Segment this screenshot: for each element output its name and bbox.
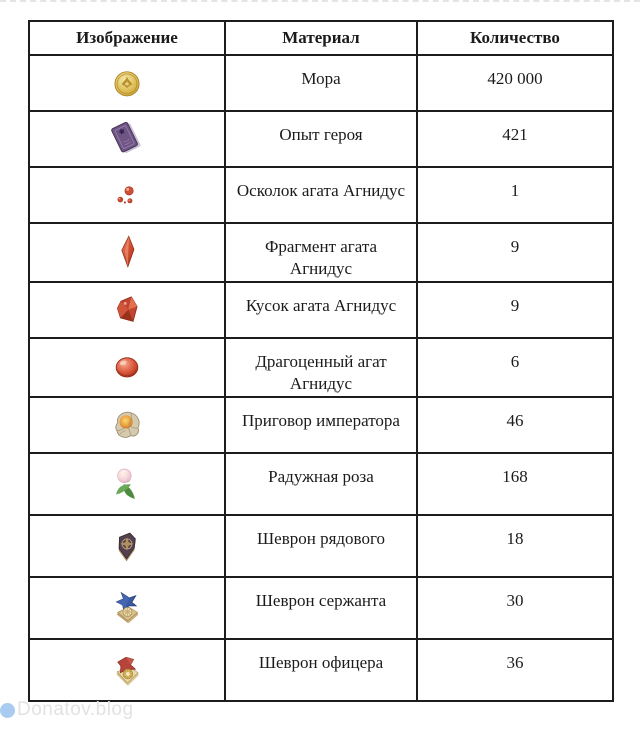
table-row-rainbow-rose: Радужная роза 168	[28, 451, 614, 516]
material-name: Шеврон сержанта	[224, 575, 418, 640]
material-name: Шеврон рядового	[224, 513, 418, 578]
sergeant-chevron-icon	[30, 587, 224, 629]
agate-sliver-icon	[30, 175, 224, 215]
rainbow-rose-icon	[30, 463, 224, 505]
watermark: Donatov.blog	[0, 699, 134, 721]
table-row-officer-chevron: Шеврон офицера 36	[28, 637, 614, 702]
table-header-row: Изображение Материал Количество	[28, 20, 614, 56]
material-name: Фрагмент агата Агнидус	[224, 222, 418, 283]
table-row-emperor-verdict: Приговор императора 46	[28, 395, 614, 454]
material-name: Мора	[224, 54, 418, 112]
column-header-image: Изображение	[28, 20, 226, 56]
material-image-cell	[28, 637, 226, 702]
material-image-cell	[28, 54, 226, 112]
table-row-hero-experience: Опыт героя 421	[28, 110, 614, 168]
agate-chunk-icon	[30, 289, 224, 331]
watermark-dot-icon	[0, 702, 15, 718]
table-row-agate-sliver: Осколок агата Агнидус 1	[28, 166, 614, 224]
material-name: Кусок агата Агнидус	[224, 280, 418, 339]
table-row-agate-fragment: Фрагмент агата Агнидус 9	[28, 222, 614, 283]
officer-chevron-icon	[30, 649, 224, 691]
table-row-sergeant-chevron: Шеврон сержанта 30	[28, 575, 614, 640]
material-image-cell	[28, 451, 226, 516]
material-name: Приговор императора	[224, 395, 418, 454]
material-name: Шеврон офицера	[224, 637, 418, 702]
private-chevron-icon	[30, 526, 224, 566]
material-quantity: 168	[416, 451, 614, 516]
table-row-agate-chunk: Кусок агата Агнидус 9	[28, 280, 614, 339]
materials-table-container: Изображение Материал Количество	[28, 20, 614, 702]
material-image-cell	[28, 280, 226, 339]
page-top-edge	[0, 0, 640, 2]
material-name: Драгоценный агат Агнидус	[224, 336, 418, 398]
emperor-verdict-icon	[30, 404, 224, 446]
table-row-agate-gemstone: Драгоценный агат Агнидус 6	[28, 336, 614, 398]
material-quantity: 1	[416, 166, 614, 224]
material-image-cell	[28, 575, 226, 640]
material-quantity: 36	[416, 637, 614, 702]
materials-table: Изображение Материал Количество	[28, 20, 614, 702]
watermark-text: Donatov.blog	[17, 699, 134, 720]
hero-experience-icon	[30, 117, 224, 161]
material-name: Осколок агата Агнидус	[224, 166, 418, 224]
material-quantity: 18	[416, 513, 614, 578]
material-name: Опыт героя	[224, 110, 418, 168]
material-image-cell	[28, 336, 226, 398]
material-quantity: 9	[416, 280, 614, 339]
agate-fragment-icon	[30, 231, 224, 273]
material-image-cell	[28, 395, 226, 454]
material-image-cell	[28, 513, 226, 578]
material-quantity: 6	[416, 336, 614, 398]
material-image-cell	[28, 166, 226, 224]
material-quantity: 421	[416, 110, 614, 168]
material-quantity: 420 000	[416, 54, 614, 112]
table-row-private-chevron: Шеврон рядового 18	[28, 513, 614, 578]
material-quantity: 9	[416, 222, 614, 283]
agate-gemstone-icon	[30, 347, 224, 387]
column-header-quantity: Количество	[416, 20, 614, 56]
mora-icon	[30, 63, 224, 103]
material-quantity: 30	[416, 575, 614, 640]
material-name: Радужная роза	[224, 451, 418, 516]
material-quantity: 46	[416, 395, 614, 454]
material-image-cell	[28, 222, 226, 283]
column-header-material: Материал	[224, 20, 418, 56]
table-row-mora: Мора 420 000	[28, 54, 614, 112]
material-image-cell	[28, 110, 226, 168]
